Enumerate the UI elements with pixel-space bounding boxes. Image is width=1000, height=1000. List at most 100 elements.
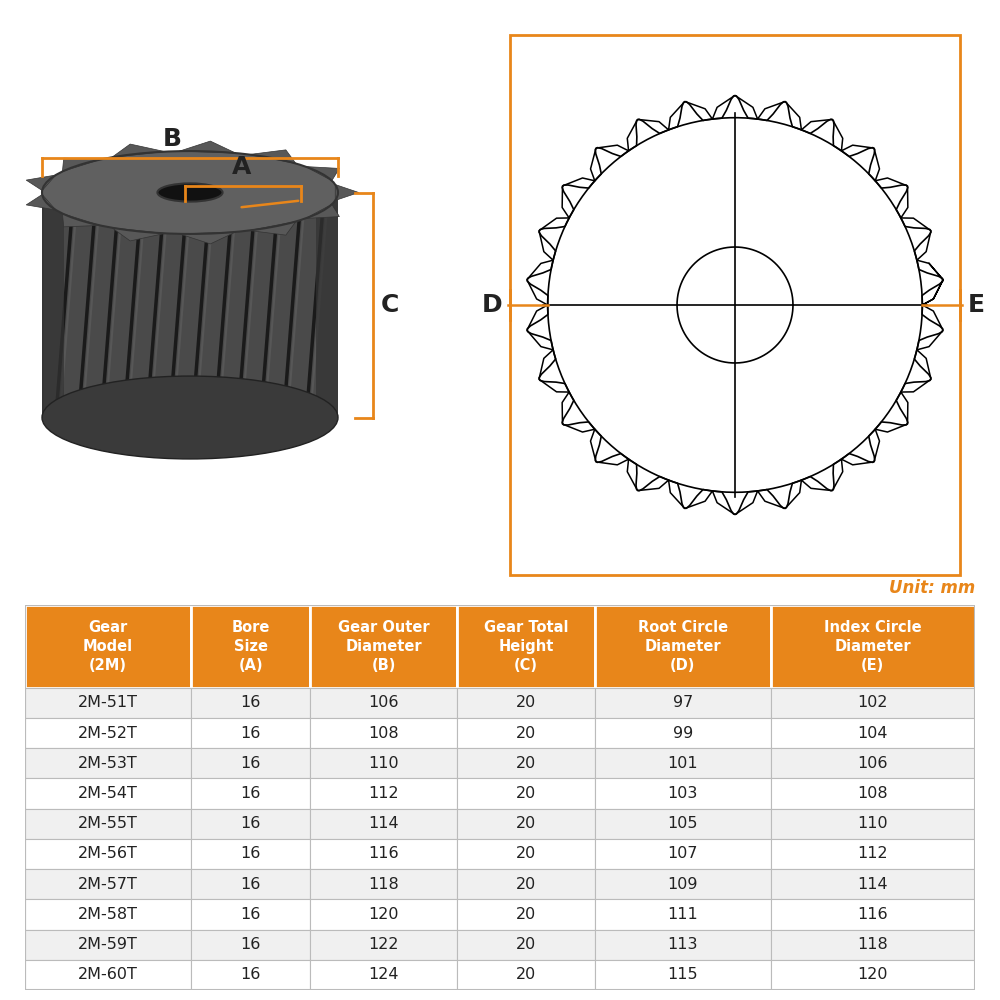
Text: 116: 116 (368, 846, 399, 861)
Text: 109: 109 (668, 877, 698, 892)
Bar (595, 688, 771, 718)
Text: Root Circle
Diameter
(D): Root Circle Diameter (D) (638, 620, 728, 673)
Text: Unit: mm: Unit: mm (889, 579, 975, 597)
Text: 110: 110 (858, 816, 888, 831)
Text: Gear Total
Height
(C): Gear Total Height (C) (484, 620, 568, 673)
Bar (595, 960, 771, 990)
Bar (771, 605, 975, 688)
Text: 2M-59T: 2M-59T (78, 937, 138, 952)
Bar (310, 869, 457, 899)
Text: 2M-54T: 2M-54T (78, 786, 138, 801)
Bar (191, 899, 310, 930)
Bar (191, 960, 310, 990)
Text: 2M-55T: 2M-55T (78, 816, 138, 831)
Text: 20: 20 (516, 816, 536, 831)
Bar (25, 605, 191, 688)
Text: 20: 20 (516, 937, 536, 952)
Ellipse shape (42, 151, 338, 234)
Bar (310, 688, 457, 718)
Bar (25, 688, 191, 718)
Text: 102: 102 (858, 695, 888, 710)
Text: 116: 116 (858, 907, 888, 922)
Text: 20: 20 (516, 695, 536, 710)
Bar (25, 718, 191, 748)
Text: 20: 20 (516, 907, 536, 922)
Text: 106: 106 (368, 695, 399, 710)
Text: Index Circle
Diameter
(E): Index Circle Diameter (E) (824, 620, 922, 673)
Polygon shape (42, 192, 64, 418)
Bar (771, 688, 975, 718)
Bar (457, 688, 595, 718)
Bar (191, 718, 310, 748)
Bar (191, 688, 310, 718)
Bar (310, 899, 457, 930)
Bar (771, 748, 975, 778)
Bar (771, 778, 975, 809)
Text: 2M-53T: 2M-53T (78, 756, 138, 771)
Polygon shape (42, 192, 44, 418)
Bar (595, 899, 771, 930)
Text: 105: 105 (668, 816, 698, 831)
Text: Bore
Size
(A): Bore Size (A) (231, 620, 270, 673)
Bar (595, 809, 771, 839)
Text: 16: 16 (240, 726, 261, 741)
Text: 16: 16 (240, 846, 261, 861)
Text: D: D (481, 293, 502, 317)
Text: 16: 16 (240, 695, 261, 710)
Text: 16: 16 (240, 967, 261, 982)
Bar (595, 718, 771, 748)
Bar (191, 809, 310, 839)
Bar (595, 605, 771, 688)
Text: 2M-57T: 2M-57T (78, 877, 138, 892)
Polygon shape (179, 141, 236, 153)
Bar (457, 778, 595, 809)
Text: 2M-52T: 2M-52T (78, 726, 138, 741)
Text: 106: 106 (858, 756, 888, 771)
Bar (457, 869, 595, 899)
Text: 16: 16 (240, 816, 261, 831)
Bar (25, 809, 191, 839)
Polygon shape (42, 192, 338, 418)
Bar (595, 930, 771, 960)
Bar (310, 839, 457, 869)
Bar (457, 899, 595, 930)
Bar (457, 748, 595, 778)
Text: 115: 115 (668, 967, 698, 982)
Polygon shape (249, 150, 296, 164)
Text: 97: 97 (673, 695, 693, 710)
Text: 113: 113 (668, 937, 698, 952)
Text: 99: 99 (673, 726, 693, 741)
Bar (25, 930, 191, 960)
Polygon shape (335, 185, 359, 200)
Polygon shape (249, 221, 296, 235)
Ellipse shape (157, 183, 223, 202)
Polygon shape (26, 195, 56, 210)
Text: 20: 20 (516, 846, 536, 861)
Bar (457, 839, 595, 869)
Text: 20: 20 (516, 967, 536, 982)
Bar (771, 869, 975, 899)
Text: 124: 124 (368, 967, 399, 982)
Text: 2M-58T: 2M-58T (78, 907, 138, 922)
Text: Gear
Model
(2M): Gear Model (2M) (83, 620, 133, 673)
Text: 20: 20 (516, 877, 536, 892)
Text: 16: 16 (240, 937, 261, 952)
Bar (310, 960, 457, 990)
Bar (25, 748, 191, 778)
Text: 16: 16 (240, 877, 261, 892)
Text: 104: 104 (858, 726, 888, 741)
Bar (457, 718, 595, 748)
Text: 20: 20 (516, 756, 536, 771)
Bar (510, 35, 960, 575)
Bar (771, 899, 975, 930)
Bar (191, 748, 310, 778)
Text: 120: 120 (368, 907, 399, 922)
Text: 103: 103 (668, 786, 698, 801)
Text: 111: 111 (668, 907, 698, 922)
Text: 2M-56T: 2M-56T (78, 846, 138, 861)
Bar (25, 869, 191, 899)
Text: 20: 20 (516, 726, 536, 741)
Text: 20: 20 (516, 786, 536, 801)
Bar (457, 960, 595, 990)
Text: 118: 118 (368, 877, 399, 892)
